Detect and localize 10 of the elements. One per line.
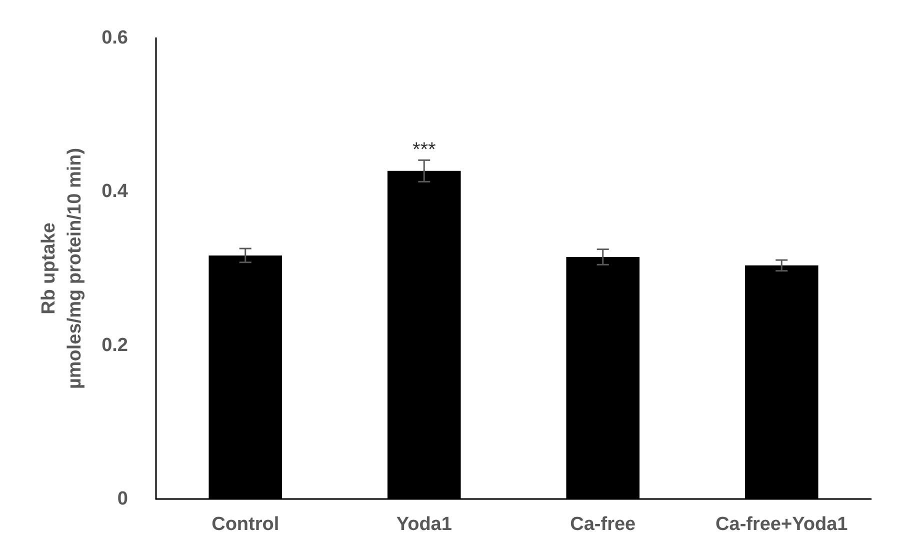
x-tick-label: Yoda1 <box>396 514 452 535</box>
y-tick-label: 0.4 <box>102 181 128 202</box>
x-tick-label: Ca-free <box>570 514 636 535</box>
y-tick-label: 0 <box>117 488 128 510</box>
x-tick-label: Ca-free+Yoda1 <box>716 514 848 535</box>
annotation: *** <box>412 139 436 162</box>
y-tick-label: 0.6 <box>102 28 128 48</box>
y-axis-title: Rb uptake µmoles/mg protein/10 min) <box>38 148 86 390</box>
x-tick-label: Control <box>212 514 280 535</box>
y-tick-label: 0.2 <box>102 334 128 356</box>
